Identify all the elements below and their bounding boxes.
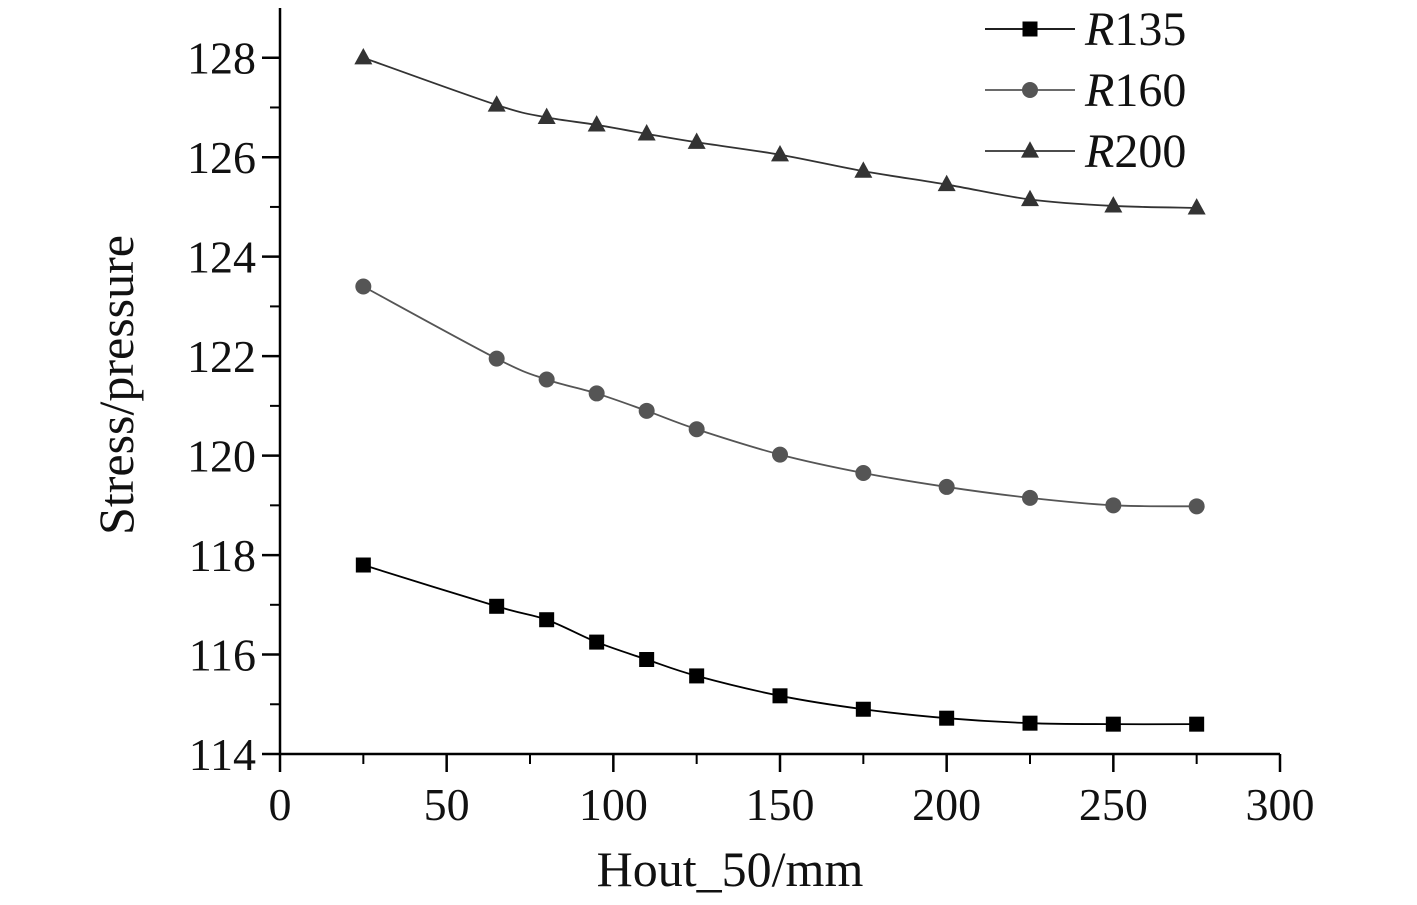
data-point-r135 <box>489 598 505 614</box>
data-point-r160 <box>855 465 872 482</box>
legend-label-r135: R135 <box>1084 3 1186 56</box>
data-point-r160 <box>1188 498 1205 515</box>
series-line-r160 <box>362 285 1197 508</box>
data-point-r135 <box>689 668 705 684</box>
data-point-r135 <box>1105 716 1121 732</box>
y-tick-label: 120 <box>187 431 256 482</box>
axes-layer: 114 116 118 120 122 124 126 128 0 50 100 150 200 250 3… <box>187 8 1315 830</box>
series-layer <box>354 47 1206 732</box>
legend-marker-r200 <box>1021 141 1039 158</box>
data-point-r135 <box>639 652 655 668</box>
x-tick-label: 50 <box>424 779 470 830</box>
data-point-r160 <box>938 478 955 495</box>
data-point-r200 <box>587 115 606 132</box>
legend-label-r200: R200 <box>1084 125 1186 178</box>
data-point-r135 <box>1022 715 1038 731</box>
data-point-r200 <box>687 132 706 149</box>
x-tick-label: 300 <box>1246 779 1315 830</box>
x-tick-label: 0 <box>269 779 292 830</box>
data-point-r135 <box>772 688 788 704</box>
y-tick-label: 124 <box>187 232 256 283</box>
x-tick-label: 150 <box>746 779 815 830</box>
data-point-r160 <box>538 371 555 388</box>
data-point-r200 <box>354 47 373 65</box>
data-point-r160 <box>588 385 605 402</box>
x-tick-label: 200 <box>912 779 981 830</box>
series-line-r135 <box>363 564 1197 726</box>
data-point-r200 <box>537 107 556 125</box>
y-tick-label: 126 <box>187 132 256 183</box>
y-tick-label: 118 <box>189 530 256 581</box>
legend-marker-r135 <box>1022 21 1038 37</box>
data-point-r135 <box>589 634 605 650</box>
data-point-r135 <box>355 557 371 573</box>
data-point-r135 <box>855 701 871 717</box>
data-point-r200 <box>1187 198 1206 215</box>
data-point-r160 <box>772 446 788 463</box>
data-point-r135 <box>939 710 955 726</box>
legend-label-r160: R160 <box>1084 64 1186 117</box>
data-point-r160 <box>688 421 705 438</box>
x-tick-label: 250 <box>1079 779 1148 830</box>
y-tick-label: 122 <box>187 331 256 382</box>
y-tick-label: 128 <box>187 33 256 84</box>
data-point-r200 <box>637 124 656 141</box>
y-tick-label: 114 <box>189 729 256 780</box>
y-axis-title: Stress/pressure <box>88 235 144 535</box>
data-point-r135 <box>539 612 555 628</box>
legend-marker-r160 <box>1022 82 1038 98</box>
x-tick-label: 100 <box>579 779 648 830</box>
data-point-r160 <box>488 350 505 367</box>
data-point-r200 <box>937 174 956 192</box>
data-point-r160 <box>355 278 372 295</box>
data-point-r200 <box>1021 189 1039 207</box>
data-point-r135 <box>1189 716 1205 732</box>
series-line-r200 <box>363 56 1197 209</box>
legend: R135 R160 R200 <box>985 3 1186 178</box>
data-point-r200 <box>1104 196 1123 213</box>
y-tick-label: 116 <box>189 630 256 681</box>
x-axis-title: Hout_50/mm <box>597 841 864 897</box>
data-point-r200 <box>854 161 873 178</box>
data-point-r200 <box>487 95 506 112</box>
data-point-r160 <box>1022 489 1038 506</box>
data-point-r160 <box>1105 497 1122 514</box>
data-point-r200 <box>771 144 789 162</box>
data-point-r160 <box>638 402 655 419</box>
